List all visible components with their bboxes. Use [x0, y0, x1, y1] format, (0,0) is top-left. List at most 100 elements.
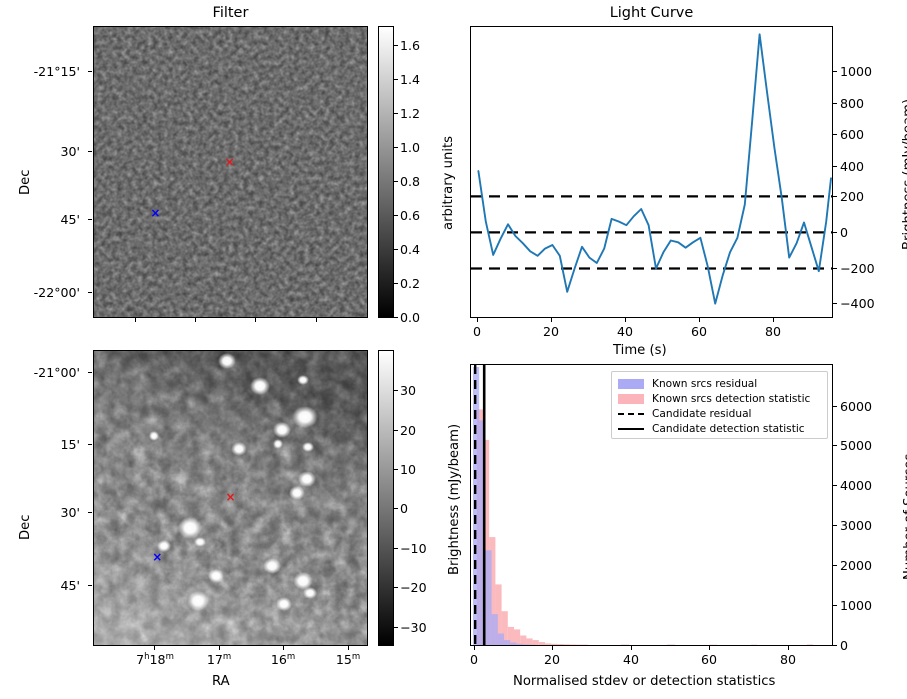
histogram-legend: Known srcs residual Known srcs detection…: [611, 371, 828, 439]
legend-label-1: Known srcs detection statistic: [652, 392, 811, 405]
gleam-cbar-tick-1: [394, 430, 398, 431]
filter-ylabel: Dec: [18, 169, 33, 195]
histogram-xtick-2: [631, 646, 632, 650]
gleam-dec-ticklabel-2: 30': [60, 505, 81, 520]
lightcurve-xticklabel-0: 0: [472, 324, 481, 339]
lightcurve-yticklabel-4: 200: [840, 189, 865, 204]
lightcurve-ytick-0: [833, 71, 837, 72]
histogram-plot: [473, 365, 813, 645]
gleam-cbar-tick-0: [394, 390, 398, 391]
gleam-dec-ticklabel-0: -21°00': [33, 365, 80, 380]
lightcurve-ytick-6: [833, 268, 837, 269]
filter-dec-ticklabel-2: 45': [60, 212, 81, 227]
filter-title: Filter: [212, 5, 249, 21]
lightcurve-ytick-4: [833, 196, 837, 197]
legend-swatch-known-srcs-residual: [618, 378, 644, 389]
lightcurve-yticklabel-5: 0: [840, 225, 849, 240]
filter-noise-raster: [94, 27, 367, 317]
gleam-cbar-tick-2: [394, 469, 398, 470]
gleam-image: × ×: [93, 350, 368, 646]
histogram-ytick-1: [833, 445, 837, 446]
filter-xtick-0: [135, 318, 136, 322]
legend-row-1: Known srcs detection statistic: [618, 391, 821, 406]
lightcurve-yticklabel-7: −400: [840, 296, 875, 311]
lightcurve-yticklabel-3: 400: [840, 159, 865, 174]
filter-cbar-ticklabel-8: 0.0: [400, 310, 421, 325]
filter-dec-ticklabel-3: -22°00': [33, 285, 80, 300]
gleam-colorbar: [378, 350, 394, 646]
gleam-cbar-ticklabel-6: −30: [400, 620, 427, 635]
gleam-cbar-ticklabel-2: 10: [400, 462, 417, 477]
lightcurve-xlabel: Time (s): [613, 343, 667, 358]
histogram-xticklabel-4: 80: [779, 652, 797, 667]
lightcurve-line: [477, 33, 832, 305]
gleam-point-sources: [149, 353, 318, 611]
filter-cbar-ticklabel-3: 1.0: [400, 140, 421, 155]
filter-ytick-1: [88, 151, 92, 152]
histogram-xlabel: Normalised stdev or detection statistics: [513, 674, 776, 689]
gleam-cbar-ticklabel-3: 0: [400, 501, 409, 516]
filter-colorbar: [378, 26, 394, 318]
histogram-xticklabel-0: 0: [469, 652, 478, 667]
filter-ytick-2: [88, 219, 92, 220]
gleam-cbar-ticklabel-0: 30: [400, 383, 417, 398]
lightcurve-xticklabel-3: 60: [690, 324, 708, 339]
filter-cbar-tick-4: [394, 181, 398, 182]
lightcurve-xtick-0: [477, 318, 478, 322]
gleam-ra-ticklabel-3: 15m: [335, 652, 361, 668]
filter-cbar-ticklabel-1: 1.4: [400, 72, 421, 87]
filter-cbar-tick-2: [394, 113, 398, 114]
legend-line-candidate-detection-statistic: [618, 427, 644, 430]
legend-swatch-known-srcs-detection-statistic: [618, 393, 644, 404]
gleam-cbar-ticklabel-1: 20: [400, 423, 417, 438]
gleam-ytick-1: [88, 444, 92, 445]
lightcurve-plot: [471, 33, 832, 305]
gleam-ra-ticklabel-2: 16m: [270, 652, 296, 668]
histogram-xtick-4: [788, 646, 789, 650]
filter-cbar-tick-3: [394, 147, 398, 148]
lightcurve-ytick-5: [833, 232, 837, 233]
lightcurve-xticklabel-4: 80: [764, 324, 782, 339]
legend-label-3: Candidate detection statistic: [652, 422, 805, 435]
hist-detection-statistic-bars: [476, 409, 813, 645]
histogram-ytick-0: [833, 406, 837, 407]
histogram-yticklabel-6: 0: [840, 638, 849, 653]
lightcurve-xticklabel-1: 20: [542, 324, 560, 339]
filter-cbar-ticklabel-2: 1.2: [400, 106, 421, 121]
gleam-cbar-tick-4: [394, 548, 398, 549]
gleam-raster: [94, 351, 367, 645]
histogram-xticklabel-1: 20: [543, 652, 561, 667]
histogram-yticklabel-3: 3000: [840, 518, 873, 533]
legend-label-0: Known srcs residual: [652, 377, 758, 390]
filter-cbar-ticklabel-5: 0.6: [400, 208, 421, 223]
gleam-dec-ticklabel-3: 45': [60, 578, 81, 593]
filter-cbar-ticklabel-4: 0.8: [400, 174, 421, 189]
lightcurve-ytick-2: [833, 134, 837, 135]
lightcurve-title: Light Curve: [609, 5, 694, 21]
lightcurve-ytick-7: [833, 303, 837, 304]
lightcurve-xtick-2: [625, 318, 626, 322]
filter-ytick-3: [88, 292, 92, 293]
gleam-cbar-tick-6: [394, 627, 398, 628]
filter-cbar-tick-6: [394, 249, 398, 250]
legend-label-2: Candidate residual: [652, 407, 752, 420]
gleam-xtick-0: [154, 646, 155, 650]
gleam-ra-ticklabel-1: 17m: [206, 652, 232, 668]
gleam-ra-ticklabel-0: 7h18m: [136, 652, 174, 668]
legend-row-0: Known srcs residual: [618, 376, 821, 391]
histogram-yticklabel-5: 1000: [840, 598, 873, 613]
histogram-ytick-6: [833, 645, 837, 646]
histogram-yticklabel-4: 2000: [840, 558, 873, 573]
filter-cbar-tick-8: [394, 317, 398, 318]
histogram-yticklabel-0: 6000: [840, 399, 873, 414]
histogram-ylabel: Number of Sources: [902, 453, 907, 580]
lightcurve-yticklabel-0: 1000: [840, 64, 873, 79]
filter-xtick-2: [255, 318, 256, 322]
lightcurve-xtick-3: [699, 318, 700, 322]
gleam-cbar-ticklabel-4: −10: [400, 541, 427, 556]
gleam-xtick-1: [219, 646, 220, 650]
histogram-xticklabel-2: 40: [622, 652, 640, 667]
hist-residual-bars: [473, 367, 535, 645]
histogram-xticklabel-3: 60: [700, 652, 718, 667]
legend-row-2: Candidate residual: [618, 406, 821, 421]
